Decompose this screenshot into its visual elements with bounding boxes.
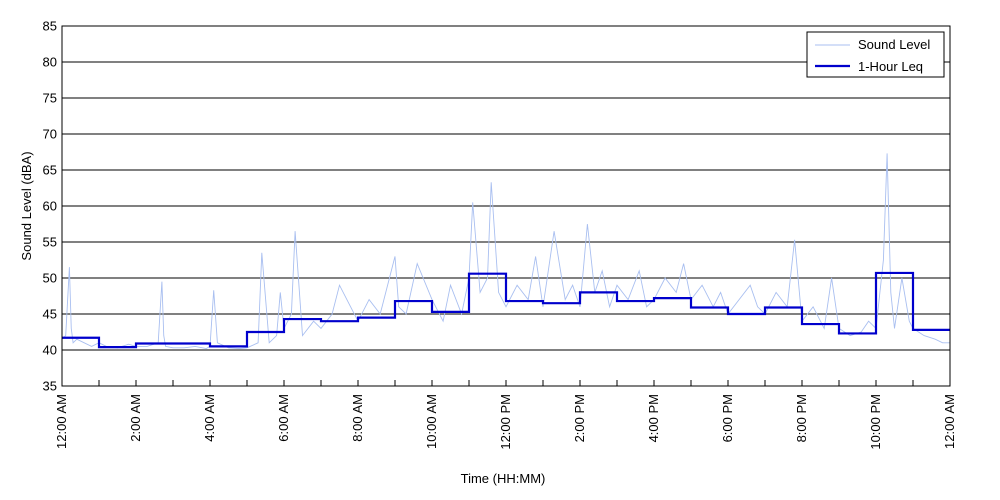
y-tick-label: 60 [43,199,57,214]
y-tick-label: 80 [43,55,57,70]
legend-label-sound-level: Sound Level [858,37,930,52]
x-tick-label: 6:00 PM [720,394,735,442]
y-tick-label: 40 [43,343,57,358]
x-tick-label: 4:00 PM [646,394,661,442]
y-axis-label: Sound Level (dBA) [19,151,34,260]
series-1-hour-leq-line [62,271,950,349]
legend: Sound Level 1-Hour Leq [806,31,945,78]
x-tick-label: 10:00 AM [424,394,439,449]
plot-frame [61,25,951,387]
x-tick-label: 8:00 AM [350,394,365,442]
x-tick-label: 2:00 AM [128,394,143,442]
x-tick-label: 4:00 AM [202,394,217,442]
x-axis-ticks: 12:00 AM 2:00 AM 4:00 AM 6:00 AM 8:00 AM 10:0… [54,380,957,450]
legend-label-1-hour-leq: 1-Hour Leq [858,59,923,74]
y-tick-label: 55 [43,235,57,250]
x-tick-label: 6:00 AM [276,394,291,442]
y-tick-label: 85 [43,19,57,34]
x-tick-label: 2:00 PM [572,394,587,442]
x-tick-label: 10:00 PM [868,394,883,450]
legend-box [806,31,945,78]
y-tick-label: 50 [43,271,57,286]
y-tick-label: 45 [43,307,57,322]
x-axis-label: Time (HH:MM) [461,471,546,486]
x-tick-label: 12:00 PM [498,394,513,450]
x-tick-label: 12:00 AM [942,394,957,449]
y-tick-label: 35 [43,379,57,394]
y-axis-ticks: 35 40 45 50 55 60 65 70 75 80 85 [43,19,68,394]
y-tick-label: 75 [43,91,57,106]
series-sound-level-line [61,153,950,350]
y-tick-label: 70 [43,127,57,142]
x-tick-label: 8:00 PM [794,394,809,442]
y-tick-label: 65 [43,163,57,178]
x-tick-label: 12:00 AM [54,394,69,449]
